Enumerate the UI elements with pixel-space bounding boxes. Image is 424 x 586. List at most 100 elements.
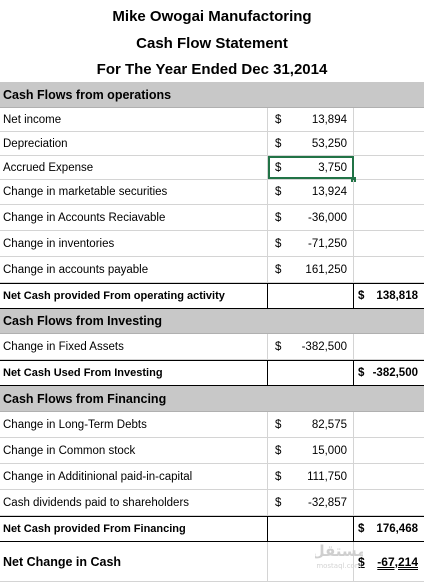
amount-value: -382,500: [301, 340, 347, 353]
total-cell[interactable]: [354, 490, 424, 515]
section-header-financing[interactable]: Cash Flows from Financing: [0, 386, 424, 412]
amount-value: 15,000: [311, 444, 347, 457]
section-header-operations[interactable]: Cash Flows from operations: [0, 82, 424, 108]
row-label[interactable]: Change in inventories: [0, 231, 268, 256]
table-row[interactable]: Change in Fixed Assets $ -382,500: [0, 334, 424, 360]
amount-cell[interactable]: $ -382,500: [268, 334, 354, 359]
total-row-financing[interactable]: Net Cash provided From Financing $176,46…: [0, 516, 424, 542]
row-label[interactable]: Cash dividends paid to shareholders: [0, 490, 268, 515]
table-row[interactable]: Change in inventories $ -71,250: [0, 231, 424, 257]
total-row-operations[interactable]: Net Cash provided From operating activit…: [0, 283, 424, 309]
amount-cell[interactable]: $53,250: [268, 132, 354, 155]
total-cell[interactable]: $138,818: [354, 284, 424, 308]
currency-symbol: $: [358, 523, 365, 535]
total-cell[interactable]: [354, 205, 424, 230]
currency-symbol: $: [275, 470, 282, 483]
watermark-subtext: mostaql.com: [316, 562, 362, 570]
company-name: Mike Owogai Manufactoring: [112, 8, 312, 25]
section-title: Cash Flows from Investing: [3, 314, 163, 328]
table-row[interactable]: Change in Accounts Reciavable $ -36,000: [0, 205, 424, 231]
amount-value: -36,000: [307, 211, 347, 224]
amount-cell[interactable]: $ -36,000: [268, 205, 354, 230]
table-row[interactable]: Change in Common stock $15,000: [0, 438, 424, 464]
total-cell[interactable]: [354, 334, 424, 359]
total-cell[interactable]: [354, 132, 424, 155]
table-row[interactable]: Change in marketable securities $13,924: [0, 180, 424, 205]
amount-cell[interactable]: [268, 517, 354, 541]
row-label[interactable]: Accrued Expense: [0, 156, 268, 179]
mostaql-watermark: مستقل mostaql.com: [312, 534, 367, 574]
total-cell[interactable]: [354, 108, 424, 131]
amount-value: 13,924: [311, 186, 347, 198]
amount-cell[interactable]: $ -32,857: [268, 490, 354, 515]
amount-cell[interactable]: [268, 361, 354, 385]
total-label[interactable]: Net Cash provided From operating activit…: [0, 284, 268, 308]
total-value: -382,500: [372, 367, 418, 379]
amount-cell[interactable]: $13,894: [268, 108, 354, 131]
currency-symbol: $: [275, 113, 282, 126]
table-row[interactable]: Depreciation $53,250: [0, 132, 424, 156]
currency-symbol: $: [358, 290, 365, 302]
total-label[interactable]: Net Cash Used From Investing: [0, 361, 268, 385]
currency-symbol: $: [275, 137, 282, 150]
amount-cell[interactable]: $82,575: [268, 412, 354, 437]
cash-flow-sheet: Cash Flows from operations Net income $1…: [0, 82, 424, 582]
currency-symbol: $: [275, 340, 282, 353]
amount-value: 13,894: [311, 113, 347, 126]
watermark-logo-icon: مستقل mostaql.com: [312, 542, 367, 570]
row-label[interactable]: Change in Long-Term Debts: [0, 412, 268, 437]
total-cell[interactable]: [354, 257, 424, 282]
total-cell[interactable]: [354, 156, 424, 179]
amount-value: 53,250: [311, 137, 347, 150]
net-change-label[interactable]: Net Change in Cash: [0, 542, 268, 581]
table-row[interactable]: Net income $13,894: [0, 108, 424, 132]
amount-cell[interactable]: $13,924: [268, 180, 354, 204]
total-cell[interactable]: [354, 464, 424, 489]
total-cell[interactable]: $ -382,500: [354, 361, 424, 385]
table-row[interactable]: Change in Long-Term Debts $82,575: [0, 412, 424, 438]
amount-cell[interactable]: $111,750: [268, 464, 354, 489]
amount-cell[interactable]: $15,000: [268, 438, 354, 463]
statement-period: For The Year Ended Dec 31,2014: [96, 61, 328, 78]
net-change-cell[interactable]: $ -67,214: [354, 542, 424, 581]
net-change-row[interactable]: Net Change in Cash $ -67,214: [0, 542, 424, 582]
amount-cell[interactable]: [268, 284, 354, 308]
row-label[interactable]: Net income: [0, 108, 268, 131]
currency-symbol: $: [275, 496, 282, 509]
total-value: 176,468: [376, 523, 418, 535]
row-label[interactable]: Change in Fixed Assets: [0, 334, 268, 359]
row-label[interactable]: Change in Accounts Reciavable: [0, 205, 268, 230]
total-label[interactable]: Net Cash provided From Financing: [0, 517, 268, 541]
amount-cell[interactable]: [268, 542, 354, 581]
currency-symbol: $: [358, 554, 365, 569]
currency-symbol: $: [358, 367, 365, 379]
row-label[interactable]: Change in accounts payable: [0, 257, 268, 282]
currency-symbol: $: [275, 211, 282, 224]
total-cell[interactable]: $176,468: [354, 517, 424, 541]
currency-symbol: $: [275, 444, 282, 457]
currency-symbol: $: [275, 161, 282, 174]
currency-symbol: $: [275, 263, 282, 276]
row-label[interactable]: Depreciation: [0, 132, 268, 155]
amount-value: 3,750: [318, 161, 347, 174]
row-label[interactable]: Change in Common stock: [0, 438, 268, 463]
table-row[interactable]: Accrued Expense $3,750: [0, 156, 424, 182]
table-row[interactable]: Cash dividends paid to shareholders $ -32…: [0, 490, 424, 516]
table-row[interactable]: Change in accounts payable $161,250: [0, 257, 424, 283]
total-cell[interactable]: [354, 231, 424, 256]
watermark-text: مستقل: [315, 542, 363, 560]
currency-symbol: $: [275, 237, 282, 250]
total-cell[interactable]: [354, 180, 424, 204]
total-row-investing[interactable]: Net Cash Used From Investing $ -382,500: [0, 360, 424, 386]
row-label[interactable]: Change in Additinional paid-in-capital: [0, 464, 268, 489]
total-cell[interactable]: [354, 438, 424, 463]
row-label[interactable]: Change in marketable securities: [0, 180, 268, 204]
currency-symbol: $: [275, 186, 282, 198]
table-row[interactable]: Change in Additinional paid-in-capital $…: [0, 464, 424, 490]
amount-value: -32,857: [307, 496, 347, 509]
amount-cell[interactable]: $161,250: [268, 257, 354, 282]
amount-cell[interactable]: $ -71,250: [268, 231, 354, 256]
selected-amount-cell[interactable]: $3,750: [268, 156, 356, 182]
total-cell[interactable]: [354, 412, 424, 437]
section-header-investing[interactable]: Cash Flows from Investing: [0, 309, 424, 334]
